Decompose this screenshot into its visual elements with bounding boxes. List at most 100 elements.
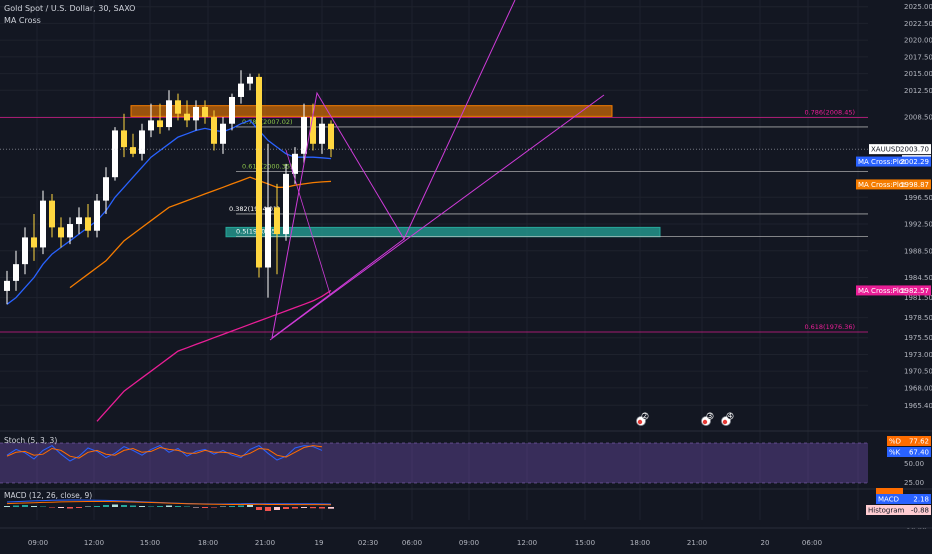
candle-body[interactable] bbox=[220, 123, 226, 144]
macd-histogram-bar bbox=[220, 506, 226, 507]
candle-body[interactable] bbox=[328, 123, 334, 150]
price-axis-tick: 1984.50 bbox=[904, 274, 932, 282]
macd-histogram-bar bbox=[22, 505, 28, 507]
candle-body[interactable] bbox=[94, 200, 100, 231]
stoch-axis-tick: 50.00 bbox=[904, 460, 924, 468]
candle-body[interactable] bbox=[13, 264, 19, 281]
candle-body[interactable] bbox=[112, 130, 118, 178]
macd-histogram-bar bbox=[103, 505, 109, 507]
candle-body[interactable] bbox=[148, 120, 154, 131]
candle-body[interactable] bbox=[301, 117, 307, 154]
symbol-badge-bg[interactable] bbox=[869, 144, 902, 155]
time-axis-tick: 12:00 bbox=[517, 539, 537, 547]
macd-badge-bg[interactable] bbox=[876, 494, 931, 504]
candle-body[interactable] bbox=[193, 107, 199, 121]
indicator-title[interactable]: MA Cross bbox=[4, 16, 41, 25]
candle-body[interactable] bbox=[274, 207, 280, 235]
macd-histogram-bar bbox=[31, 506, 37, 507]
candle-body[interactable] bbox=[130, 147, 136, 154]
ma-badge-name: MA Cross:Plot bbox=[858, 158, 906, 166]
candle-body[interactable] bbox=[202, 107, 208, 118]
candle-body[interactable] bbox=[238, 83, 244, 97]
trendline-inner[interactable] bbox=[285, 149, 331, 295]
candle-body[interactable] bbox=[166, 100, 172, 128]
ma-badge-bg[interactable] bbox=[856, 156, 931, 167]
price-axis-tick: 2017.50 bbox=[904, 53, 932, 61]
candle-body[interactable] bbox=[103, 177, 109, 201]
trendline-lower[interactable] bbox=[271, 238, 405, 339]
macd-histogram-bar bbox=[58, 507, 64, 508]
candle-body[interactable] bbox=[265, 207, 271, 268]
candle-body[interactable] bbox=[247, 76, 253, 84]
time-axis[interactable] bbox=[0, 529, 932, 550]
ma-line-fast[interactable] bbox=[6, 119, 332, 305]
last-price-label: 2003.70 bbox=[900, 146, 929, 154]
macd-histogram-bar bbox=[238, 505, 244, 507]
macd-histogram-bar bbox=[328, 507, 334, 509]
price-axis-tick: 1978.50 bbox=[904, 314, 932, 322]
fib-level-label: 0.618(2000.35) bbox=[242, 163, 293, 171]
histogram-badge-label: Histogram bbox=[868, 507, 904, 515]
candle-body[interactable] bbox=[310, 117, 316, 144]
candle-body[interactable] bbox=[175, 100, 181, 114]
candle-body[interactable] bbox=[184, 113, 190, 121]
stoch-title[interactable]: Stoch (5, 3, 3) bbox=[4, 436, 58, 445]
trendline-inner-2[interactable] bbox=[269, 296, 329, 341]
event-marker-flag-icon bbox=[702, 419, 708, 425]
candle-body[interactable] bbox=[85, 217, 91, 231]
candle-body[interactable] bbox=[4, 280, 10, 291]
candle-body[interactable] bbox=[319, 123, 325, 144]
macd-histogram-bar bbox=[4, 506, 10, 507]
event-count-badge bbox=[726, 412, 734, 420]
macd-histogram-bar bbox=[211, 507, 217, 508]
candle-body[interactable] bbox=[22, 237, 28, 265]
macd-badge-value: 2.18 bbox=[913, 496, 929, 504]
macd-title[interactable]: MACD (12, 26, close, 9) bbox=[4, 491, 93, 500]
stoch-k-badge-bg[interactable] bbox=[887, 447, 931, 457]
price-axis-tick: 2008.50 bbox=[904, 114, 932, 122]
ma-badge-bg[interactable] bbox=[856, 179, 931, 190]
event-marker-flag-icon bbox=[637, 419, 643, 425]
ma-line-slow[interactable] bbox=[96, 289, 332, 422]
fib-level-label: 0.618(1976.36) bbox=[804, 323, 855, 331]
macd-histogram-bar bbox=[292, 507, 298, 509]
price-axis[interactable] bbox=[868, 0, 932, 525]
price-axis-tick: 2012.50 bbox=[904, 87, 932, 95]
zigzag-projection[interactable] bbox=[271, 0, 516, 339]
event-count-label: 3 bbox=[708, 412, 712, 420]
macd-signal-line[interactable] bbox=[6, 501, 332, 506]
time-axis-tick: 12:00 bbox=[84, 539, 104, 547]
macd-histogram-bar bbox=[283, 507, 289, 509]
candle-body[interactable] bbox=[157, 120, 163, 128]
histogram-badge-bg[interactable] bbox=[866, 505, 931, 515]
stoch-band bbox=[0, 443, 868, 483]
stoch-d-badge-bg[interactable] bbox=[887, 436, 931, 446]
candle-body[interactable] bbox=[229, 96, 235, 124]
stoch-axis-tick: 25.00 bbox=[904, 479, 924, 487]
time-axis-tick: 09:00 bbox=[459, 539, 479, 547]
candle-body[interactable] bbox=[256, 76, 262, 268]
ma-badge-name: MA Cross:Plot bbox=[858, 287, 906, 295]
ma-badge-bg[interactable] bbox=[856, 285, 931, 296]
candle-body[interactable] bbox=[292, 153, 298, 174]
candle-body[interactable] bbox=[49, 200, 55, 228]
candle-body[interactable] bbox=[121, 130, 127, 148]
stoch-d-line[interactable] bbox=[6, 445, 323, 459]
candle-body[interactable] bbox=[40, 200, 46, 248]
macd-histogram-bar bbox=[76, 507, 82, 508]
price-axis-tick: 2020.00 bbox=[904, 37, 932, 45]
macd-histogram-bar bbox=[13, 505, 19, 507]
candle-body[interactable] bbox=[67, 224, 73, 238]
candle-body[interactable] bbox=[31, 237, 37, 248]
stoch-k-badge-value: 67.40 bbox=[909, 449, 929, 457]
stoch-d-badge-value: 77.62 bbox=[909, 438, 929, 446]
supply-zone[interactable] bbox=[130, 105, 613, 117]
candle-body[interactable] bbox=[283, 173, 289, 235]
candle-body[interactable] bbox=[76, 217, 82, 225]
candle-body[interactable] bbox=[211, 117, 217, 144]
candle-body[interactable] bbox=[58, 227, 64, 238]
candle-body[interactable] bbox=[139, 130, 145, 154]
ma-badge-value: 1998.87 bbox=[900, 181, 929, 189]
